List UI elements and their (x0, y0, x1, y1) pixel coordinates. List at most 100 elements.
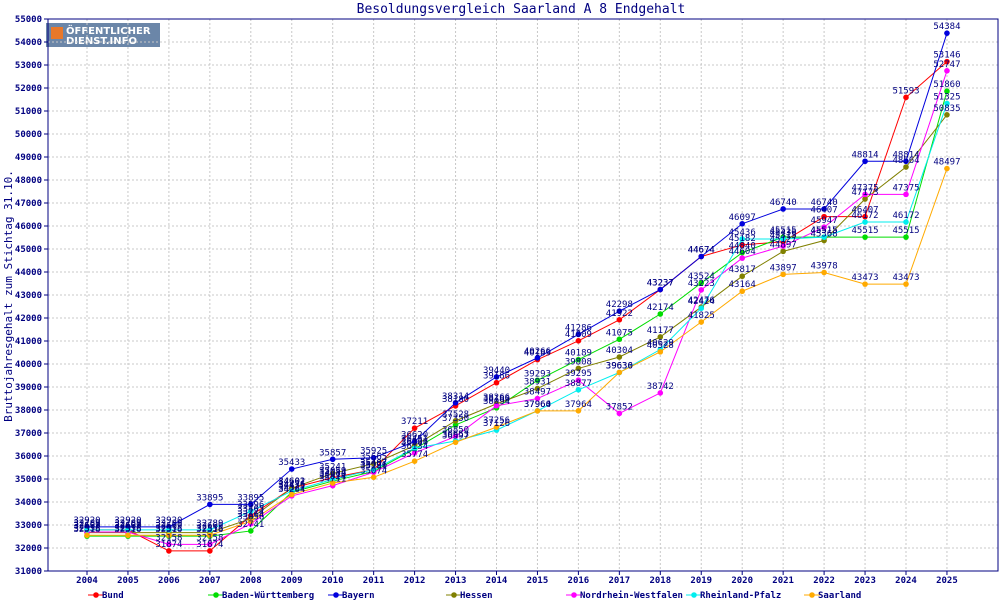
data-point (207, 548, 213, 554)
data-point (821, 234, 827, 240)
site-logo: ÖFFENTLICHER DIENST.INFO (46, 23, 160, 47)
data-point (903, 219, 909, 225)
data-label: 44897 (770, 240, 797, 250)
data-point (862, 213, 868, 220)
y-tick-label: 32000 (15, 544, 42, 554)
data-point (739, 249, 745, 256)
data-label: 36620 (401, 431, 428, 441)
data-label: 34910 (319, 470, 346, 480)
data-point (698, 305, 705, 312)
data-label: 50835 (933, 104, 960, 114)
data-label: 54384 (933, 22, 960, 32)
data-point (125, 532, 131, 539)
data-point (862, 158, 868, 165)
data-label: 32920 (114, 516, 141, 526)
legend-swatch-marker (691, 592, 697, 598)
data-label: 43817 (729, 265, 756, 275)
data-point (452, 433, 459, 440)
y-tick-label: 44000 (15, 268, 42, 278)
x-tick-label: 2020 (731, 576, 753, 586)
data-label: 37960 (524, 400, 551, 410)
x-tick-label: 2014 (486, 576, 508, 586)
legend-entry: Bund (102, 591, 124, 600)
data-label: 35291 (360, 461, 387, 471)
data-label: 37964 (524, 400, 551, 410)
data-label: 43473 (852, 273, 879, 283)
data-label: 39630 (606, 362, 633, 372)
data-label: 32741 (237, 520, 264, 530)
data-point (739, 273, 745, 280)
x-tick-label: 2012 (404, 576, 426, 586)
data-label: 47375 (892, 183, 919, 193)
data-label: 32787 (114, 519, 141, 529)
legend-entry: Rheinland-Pfalz (700, 590, 781, 600)
x-tick-label: 2021 (772, 576, 794, 586)
data-point (903, 158, 909, 165)
data-point (862, 281, 868, 287)
y-tick-label: 35000 (15, 475, 42, 485)
data-point (739, 242, 745, 248)
data-label: 35665 (360, 453, 387, 463)
data-label: 53146 (933, 51, 960, 61)
data-label: 37126 (483, 419, 510, 429)
data-point (944, 100, 950, 107)
data-label: 32516 (155, 525, 182, 535)
data-label: 38497 (524, 388, 551, 398)
data-point (575, 356, 582, 363)
data-label: 37350 (442, 414, 469, 424)
data-label: 37211 (401, 417, 428, 427)
data-label: 36597 (442, 431, 469, 441)
legend: Bund Baden-Württemberg Bayern Hessen Nordrhe… (88, 590, 861, 600)
data-point (452, 439, 459, 446)
data-label: 34602 (278, 477, 305, 487)
data-point (166, 527, 172, 533)
data-label: 35433 (278, 458, 305, 468)
data-point (84, 532, 90, 539)
data-point (657, 349, 664, 355)
x-tick-label: 2022 (813, 576, 835, 586)
data-label: 34264 (278, 485, 305, 495)
data-point (698, 319, 705, 325)
legend-swatch-marker (451, 592, 457, 598)
legend-swatch-marker (213, 592, 219, 598)
data-point (944, 88, 950, 95)
data-label: 46172 (852, 211, 879, 221)
data-labels: 32787 32787 31874 31874 33405 34601 35059 35407… (73, 22, 960, 550)
data-label: 39636 (606, 361, 633, 371)
data-point (452, 418, 459, 424)
data-point (903, 191, 909, 198)
data-label: 38931 (524, 378, 551, 388)
data-label: 36653 (442, 430, 469, 440)
data-label: 48814 (892, 150, 919, 160)
y-tick-label: 31000 (15, 567, 42, 577)
data-point (329, 470, 336, 477)
x-tick-label: 2015 (527, 576, 549, 586)
data-label: 39295 (565, 369, 592, 379)
data-point (739, 255, 745, 261)
data-point (657, 390, 664, 396)
data-point (698, 280, 705, 286)
data-label: 34327 (278, 483, 305, 493)
data-label: 35857 (319, 448, 346, 458)
data-label: 35074 (360, 466, 387, 476)
data-label: 40189 (524, 349, 551, 359)
data-point (821, 224, 827, 231)
data-point (329, 480, 336, 486)
data-label: 37964 (565, 400, 592, 410)
y-tick-label: 53000 (15, 61, 42, 71)
data-label: 32920 (73, 516, 100, 526)
data-label: 39808 (565, 357, 592, 367)
data-label: 47375 (852, 183, 879, 193)
data-label: 32669 (196, 522, 223, 532)
y-tick-label: 36000 (15, 452, 42, 462)
legend-entry: Baden-Württemberg (222, 591, 314, 600)
data-label: 45515 (852, 226, 879, 236)
data-point (248, 508, 254, 515)
series-line (87, 168, 948, 536)
data-label: 34425 (278, 481, 305, 491)
data-label: 45127 (770, 235, 797, 245)
data-label: 39440 (483, 366, 510, 376)
data-label: 40629 (647, 339, 674, 349)
data-point (411, 450, 418, 456)
x-tick-label: 2023 (854, 576, 876, 586)
